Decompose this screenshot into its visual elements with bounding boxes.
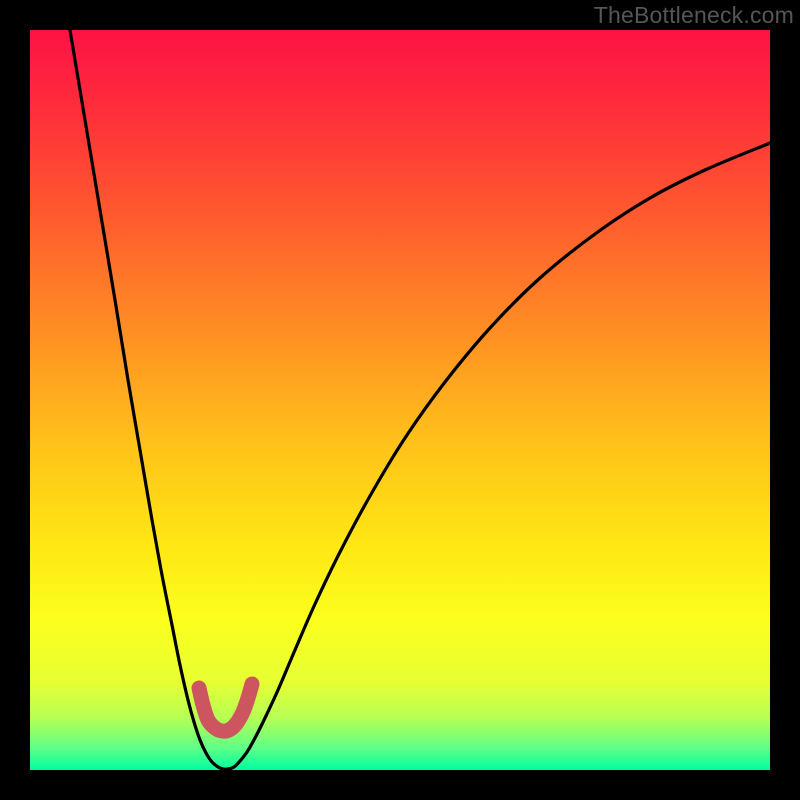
bottleneck-chart xyxy=(0,0,800,800)
frame-bottom xyxy=(0,770,800,800)
watermark-text: TheBottleneck.com xyxy=(594,2,794,29)
gradient-background xyxy=(30,30,770,770)
frame-left xyxy=(0,0,30,800)
frame-right xyxy=(770,0,800,800)
